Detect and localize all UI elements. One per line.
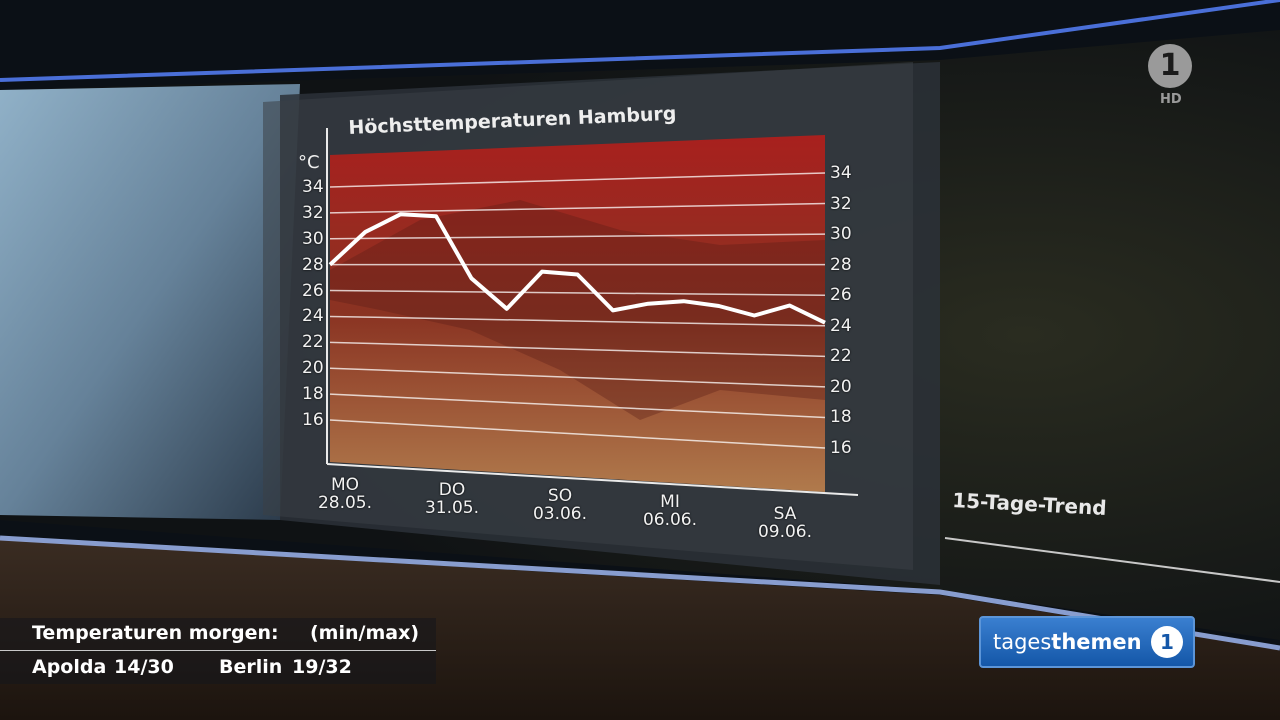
ticker-city-name: Apolda [32, 656, 107, 678]
gridline [329, 233, 826, 240]
y-tick-label-right: 24 [830, 315, 852, 336]
ticker-city-value: 19/32 [292, 656, 352, 678]
y-tick-label-right: 18 [830, 407, 852, 428]
temperature-ticker: Temperaturen morgen: (min/max) Apolda 14… [0, 618, 436, 684]
y-tick-label-right: 28 [830, 254, 852, 275]
temperature-line [328, 212, 826, 325]
y-tick-label-left: 16 [302, 410, 324, 430]
ticker-heading: Temperaturen morgen: [32, 622, 279, 644]
ticker-city-name: Berlin [219, 656, 283, 678]
x-tick-day: MO [330, 475, 360, 495]
brand-part2: themen [1051, 630, 1142, 654]
ticker-heading-suffix: (min/max) [310, 622, 420, 644]
channel-logo-icon: 1 [1148, 44, 1192, 88]
y-tick-label-left: 22 [302, 332, 324, 353]
y-tick-label-left: 28 [302, 254, 324, 275]
x-axis-line [326, 463, 859, 496]
x-tick-label: SO 03.06. [530, 487, 590, 523]
y-tick-label-right: 34 [830, 163, 852, 183]
gridline [329, 419, 826, 449]
x-tick-date: 03.06. [532, 504, 588, 524]
brand-part1: tages [993, 630, 1052, 654]
y-axis-unit: °C [298, 152, 320, 173]
x-tick-day: MI [660, 492, 680, 512]
x-tick-day: SO [547, 486, 573, 506]
ticker-city-value: 14/30 [114, 656, 174, 678]
y-tick-label-right: 16 [830, 438, 852, 458]
y-tick-label-right: 20 [830, 376, 852, 397]
gridline [329, 172, 826, 188]
y-tick-label-left: 34 [302, 177, 324, 197]
x-tick-date: 31.05. [424, 498, 480, 518]
y-tick-label-left: 18 [302, 384, 324, 405]
tagesthemen-logo: tagesthemen 1 [979, 616, 1195, 668]
y-tick-label-right: 32 [830, 193, 852, 214]
y-tick-label-left: 30 [302, 228, 324, 249]
x-tick-label: DO 31.05. [422, 481, 482, 517]
y-tick-label-left: 24 [302, 306, 324, 327]
hd-badge: HD [1160, 92, 1182, 107]
gridline [329, 341, 826, 358]
ticker-rule [0, 650, 436, 651]
x-tick-day: SA [773, 504, 797, 524]
gridline [329, 315, 826, 327]
x-tick-date: 06.06. [642, 510, 698, 530]
x-tick-day: DO [438, 480, 466, 500]
y-tick-label-right: 30 [830, 224, 852, 245]
y-tick-label-left: 26 [302, 280, 324, 301]
x-tick-date: 28.05. [317, 493, 373, 513]
y-tick-label-left: 20 [302, 358, 324, 379]
x-tick-label: MI 06.06. [640, 493, 700, 529]
gridline [329, 202, 826, 214]
y-tick-label-left: 32 [302, 202, 324, 223]
y-tick-label-right: 26 [830, 285, 852, 306]
ard-one-icon: 1 [1151, 626, 1183, 658]
x-tick-label: MO 28.05. [315, 476, 375, 512]
temperature-heat-area [330, 135, 825, 492]
gridline [329, 367, 826, 388]
gridline [329, 289, 826, 296]
x-tick-date: 09.06. [757, 522, 813, 542]
side-panel-rule [944, 537, 1280, 583]
y-tick-label-right: 22 [830, 346, 852, 367]
x-tick-label: SA 09.06. [755, 505, 815, 541]
gridline [329, 393, 826, 419]
